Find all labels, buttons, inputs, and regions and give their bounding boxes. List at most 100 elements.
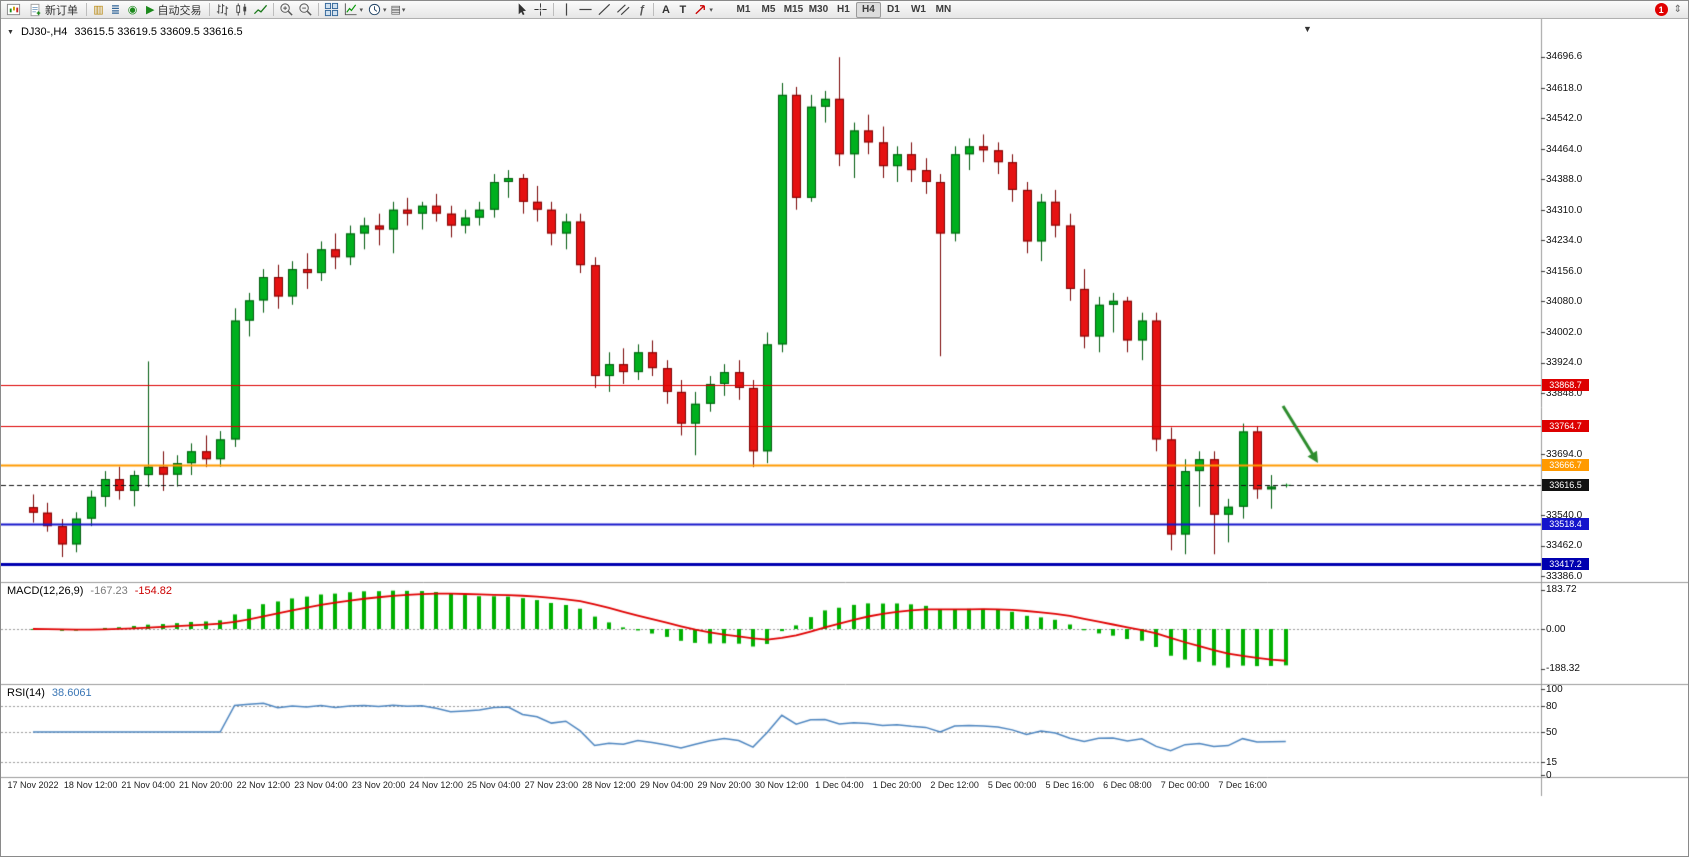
- toolbar-separator: [86, 3, 87, 16]
- toolbar-separator: [209, 3, 211, 16]
- crosshair-button[interactable]: [531, 2, 550, 18]
- time-axis-label: 7 Dec 16:00: [1218, 780, 1267, 790]
- time-axis-label: 5 Dec 00:00: [987, 780, 1037, 790]
- tile-windows-button[interactable]: [322, 2, 341, 18]
- time-axis-label: 28 Nov 12:00: [582, 780, 636, 790]
- profiles-icon[interactable]: ▥: [93, 4, 104, 16]
- vertical-line-button[interactable]: [557, 2, 576, 18]
- bar-chart-button[interactable]: [213, 2, 232, 18]
- indicators-button[interactable]: ▾: [341, 2, 365, 18]
- resistance-line-upper-badge: 33868.7: [1542, 378, 1589, 391]
- price-axis-label: 33924.0: [1546, 357, 1583, 369]
- templates-button[interactable]: ▤ ▾: [390, 4, 406, 16]
- auto-trading-button[interactable]: ▶ 自动交易: [141, 2, 206, 18]
- price-axis-label: 33540.0: [1546, 509, 1583, 521]
- ohlc-values-label: 33615.5 33619.5 33609.5 33616.5: [74, 26, 243, 38]
- chart-toolbar-group: ▾ ▾ ▤ ▾: [213, 1, 407, 18]
- dropdown-caret-icon: ▾: [359, 6, 363, 14]
- price-chart-canvas[interactable]: [1, 19, 1688, 856]
- text-label-button[interactable]: T: [679, 3, 687, 16]
- time-axis-label: 29 Nov 04:00: [639, 780, 694, 790]
- zoom-out-button[interactable]: [296, 2, 315, 18]
- price-axis-label: 33462.0: [1546, 540, 1583, 552]
- rsi-axis-label: 50: [1546, 726, 1558, 738]
- chart-shift-marker[interactable]: ▼: [1303, 24, 1312, 34]
- toolbar-overflow-icon[interactable]: ⇕: [1673, 4, 1682, 15]
- price-axis-label: 34464.0: [1546, 143, 1583, 155]
- autotrading-play-icon: ▶: [146, 4, 155, 16]
- horizontal-line-button[interactable]: [576, 2, 595, 18]
- macd-indicator-label: MACD(12,26,9) -167.23 -154.82: [7, 585, 172, 597]
- timeframe-button-h4[interactable]: H4: [855, 1, 881, 18]
- text-button[interactable]: A: [661, 3, 670, 16]
- price-axis-label: 33848.0: [1546, 387, 1583, 399]
- price-axis-label: 34542.0: [1546, 112, 1583, 124]
- price-axis-label: 34234.0: [1546, 234, 1583, 246]
- new-chart-icon[interactable]: [4, 2, 23, 18]
- standard-toolbar-group: 新订单 ▥ ≣ ◉ ▶ 自动交易: [4, 1, 206, 18]
- toolbar: 新订单 ▥ ≣ ◉ ▶ 自动交易: [1, 1, 1688, 19]
- timeframe-button-d1[interactable]: D1: [887, 4, 900, 15]
- rsi-name: RSI(14): [7, 687, 45, 699]
- time-axis-label: 2 Dec 12:00: [930, 780, 979, 790]
- new-order-label: 新订单: [45, 4, 78, 17]
- price-axis-label: 34002.0: [1546, 326, 1583, 338]
- macd-axis-label: 0.00: [1546, 623, 1566, 635]
- market-watch-icon[interactable]: ≣: [110, 4, 121, 16]
- price-axis-label: 34080.0: [1546, 295, 1583, 307]
- new-order-icon: [30, 3, 41, 16]
- time-axis-label: 27 Nov 23:00: [524, 780, 579, 790]
- trendline-button[interactable]: [595, 2, 614, 18]
- toolbar-separator: [553, 3, 555, 16]
- rsi-indicator-label: RSI(14) 38.6061: [7, 687, 92, 699]
- line-studies-group: ƒ A T ▾: [512, 1, 715, 18]
- time-axis-label: 23 Nov 04:00: [294, 780, 348, 790]
- zoom-in-button[interactable]: [277, 2, 296, 18]
- toolbar-separator: [318, 3, 320, 16]
- timeframe-button-m5[interactable]: M5: [761, 4, 776, 15]
- timeframe-button-w1[interactable]: W1: [910, 4, 926, 15]
- chart-title-marker-icon: ▼: [7, 28, 14, 36]
- price-axis-label: 34696.6: [1546, 51, 1583, 63]
- chart-title: ▼ DJ30-,H4 33615.5 33619.5 33609.5 33616…: [7, 26, 243, 38]
- time-axis-label: 24 Nov 12:00: [409, 780, 463, 790]
- timeframe-button-m15[interactable]: M15: [783, 4, 804, 15]
- new-order-button[interactable]: 新订单: [23, 2, 83, 18]
- macd-main-value: -167.23: [90, 585, 128, 597]
- time-axis-label: 6 Dec 08:00: [1103, 780, 1152, 790]
- pivot-line-orange-badge: 33666.7: [1542, 458, 1589, 471]
- time-axis-label: 21 Nov 04:00: [121, 780, 175, 790]
- price-axis-label: 34618.0: [1546, 82, 1583, 94]
- arrows-button[interactable]: ▾: [691, 2, 715, 18]
- navigator-icon[interactable]: ◉: [127, 4, 138, 16]
- notification-badge[interactable]: 1: [1654, 3, 1668, 16]
- timeframe-button-m1[interactable]: M1: [736, 4, 751, 15]
- line-chart-button[interactable]: [251, 2, 270, 18]
- fibonacci-button[interactable]: ƒ: [638, 3, 645, 16]
- resistance-line-lower-badge: 33764.7: [1542, 420, 1589, 433]
- auto-trading-label: 自动交易: [157, 4, 202, 17]
- timeframe-button-m30[interactable]: M30: [808, 4, 829, 15]
- dropdown-caret-icon: ▾: [709, 6, 713, 14]
- rsi-value: 38.6061: [51, 687, 92, 699]
- toolbar-separator: [273, 3, 275, 16]
- price-axis-label: 34310.0: [1546, 204, 1583, 216]
- equidistant-channel-button[interactable]: [614, 2, 633, 18]
- price-axis-label: 33694.0: [1546, 448, 1583, 460]
- toolbar-separator: [653, 3, 655, 16]
- cursor-button[interactable]: [512, 2, 531, 18]
- macd-axis-label: -188.32: [1546, 663, 1580, 675]
- timeframe-group: M1 M5 M15 M30 H1 H4 D1 W1 MN: [731, 1, 956, 18]
- time-axis-label: 1 Dec 20:00: [872, 780, 922, 790]
- periods-button[interactable]: ▾: [365, 2, 389, 18]
- price-axis-label: 34156.0: [1546, 265, 1583, 277]
- time-axis-label: 7 Dec 00:00: [1160, 780, 1210, 790]
- rsi-axis-label: 100: [1546, 683, 1563, 695]
- timeframe-button-mn[interactable]: MN: [935, 4, 952, 15]
- candlestick-chart-button[interactable]: [232, 2, 251, 18]
- rsi-axis-label: 80: [1546, 700, 1558, 712]
- time-axis-label: 18 Nov 12:00: [63, 780, 118, 790]
- timeframe-button-h1[interactable]: H1: [837, 4, 850, 15]
- time-axis-label: 30 Nov 12:00: [755, 780, 809, 790]
